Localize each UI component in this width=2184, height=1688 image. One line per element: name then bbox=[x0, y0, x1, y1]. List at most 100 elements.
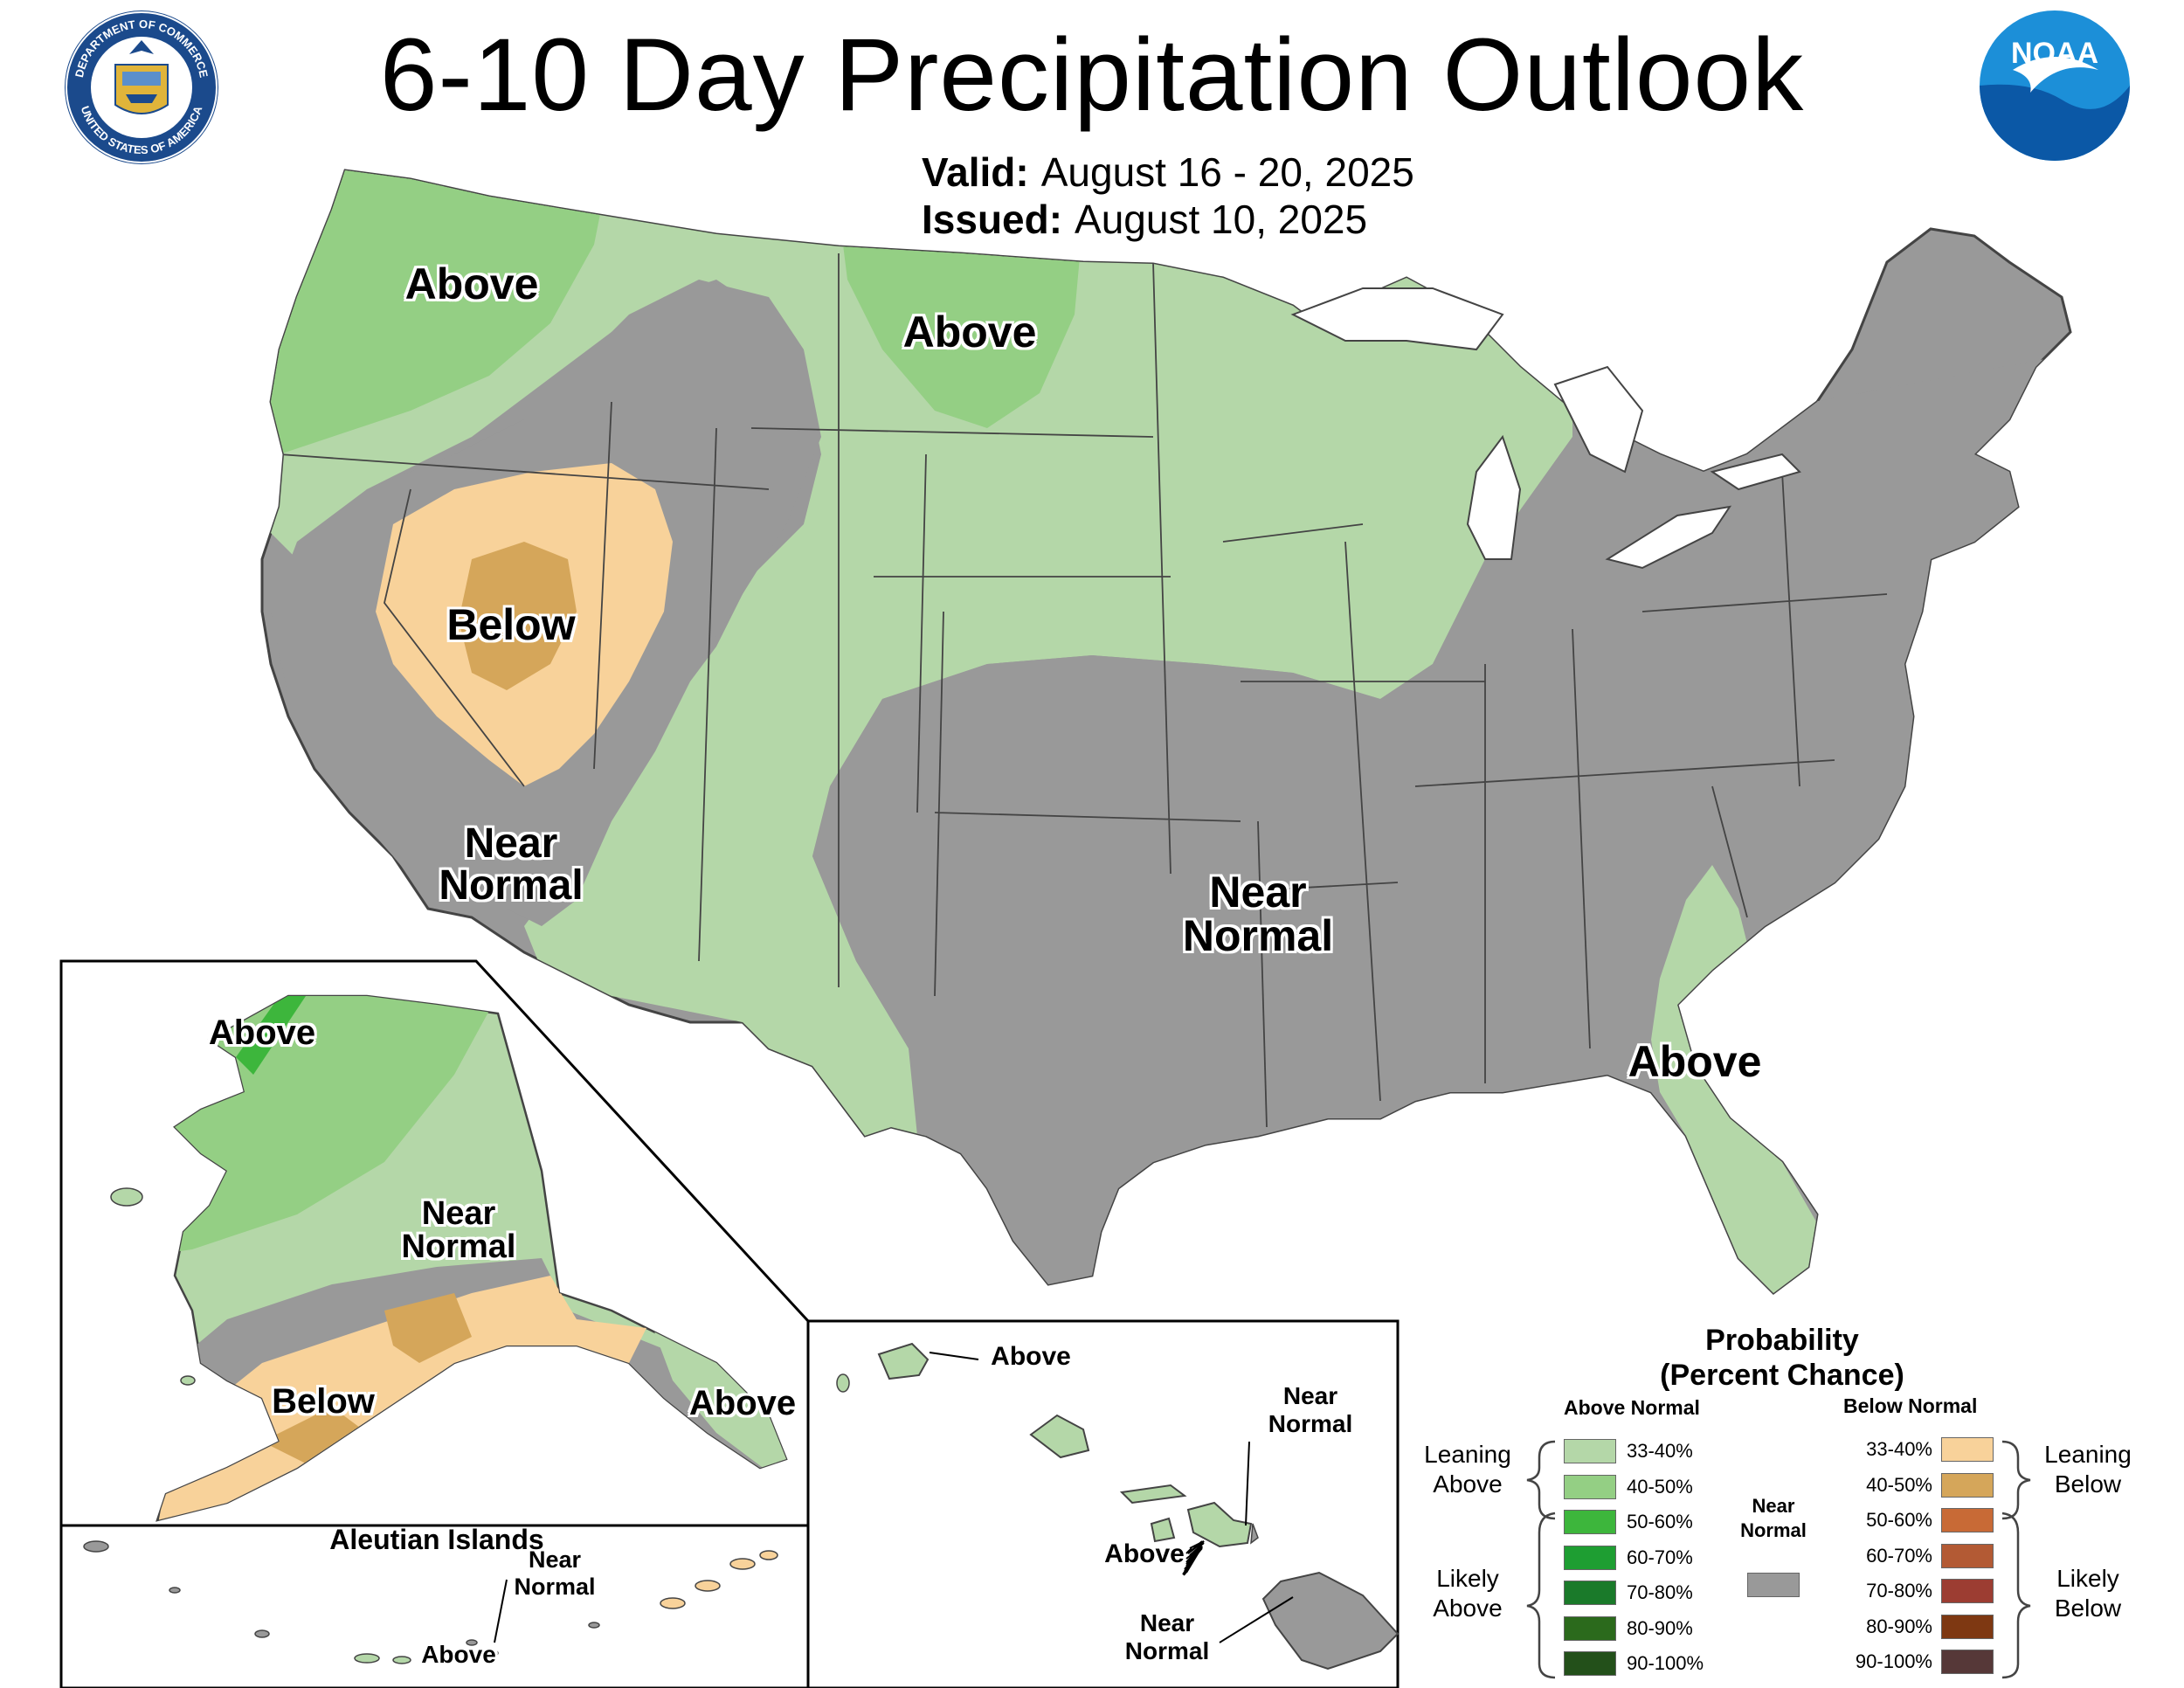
issued-value: August 10, 2025 bbox=[1075, 197, 1368, 242]
legend-above-swatch-70-80 bbox=[1564, 1581, 1616, 1605]
alaska-panhandle-above bbox=[646, 1311, 786, 1485]
label-aleutians-near-normal-line2: Normal bbox=[514, 1574, 596, 1601]
legend-near-normal: Near Normal bbox=[1717, 1494, 1830, 1543]
legend-leaning-below-line2: Below bbox=[2054, 1470, 2122, 1498]
valid-value: August 16 - 20, 2025 bbox=[1040, 149, 1414, 195]
label-aleutians-above: Above bbox=[421, 1641, 496, 1668]
noaa-logo: NOAA bbox=[1980, 10, 2130, 161]
leaning-above-north-central bbox=[262, 170, 1572, 1136]
label-hawaii-near-normal-big-island: Near Normal bbox=[1106, 1609, 1228, 1665]
issued-date: Issued: August 10, 2025 bbox=[922, 196, 1367, 243]
label-near-normal-central: Near Normal bbox=[1158, 870, 1358, 958]
label-hawaii-near-normal-maui: Near Normal bbox=[1249, 1382, 1372, 1438]
legend-leaning-above-line2: Above bbox=[1433, 1470, 1503, 1498]
hawaii-lanai bbox=[1150, 1517, 1176, 1543]
label-alaska-near-normal-line2: Normal bbox=[401, 1228, 516, 1265]
legend-below-swatch-50-60 bbox=[1941, 1508, 1994, 1532]
legend-below-range-label: 70-80% bbox=[1866, 1580, 1932, 1602]
lake-michigan bbox=[1466, 434, 1522, 560]
hawaii-kauai bbox=[877, 1342, 930, 1380]
label-hawaii-near-normal-big-island-line1: Near bbox=[1139, 1609, 1195, 1636]
label-near-normal-west-line2: Normal bbox=[439, 862, 584, 909]
legend-above-range-label: 80-90% bbox=[1627, 1616, 1693, 1639]
below-40-50-nevada bbox=[459, 542, 577, 690]
label-hawaii-above-kauai: Above bbox=[991, 1342, 1071, 1371]
legend-above-range-label: 70-80% bbox=[1627, 1581, 1693, 1603]
legend-above-swatch-60-70 bbox=[1564, 1545, 1616, 1570]
legend-leaning-below: Leaning Below bbox=[2018, 1440, 2158, 1499]
alaska-above-50-60 bbox=[236, 996, 306, 1075]
label-above-northern-plains: Above bbox=[902, 308, 1037, 356]
hawaii-niihau bbox=[836, 1373, 850, 1393]
label-alaska-above-north: Above bbox=[208, 1013, 316, 1052]
legend-above-swatch-80-90 bbox=[1564, 1615, 1616, 1641]
legend-below-header: Below Normal bbox=[1843, 1394, 1978, 1417]
legend-above-swatch-40-50 bbox=[1564, 1474, 1616, 1499]
label-hawaii-near-normal-big-island-line2: Normal bbox=[1124, 1637, 1210, 1665]
page-title: 6-10 Day Precipitation Outlook bbox=[379, 17, 1805, 133]
legend-leaning-above-line1: Leaning bbox=[1424, 1441, 1511, 1468]
legend-above-range-label: 90-100% bbox=[1627, 1652, 1704, 1674]
legend-near-normal-line1: Near bbox=[1752, 1495, 1795, 1517]
legend-below-swatch-80-90 bbox=[1941, 1614, 1994, 1639]
alaska-above-40-50 bbox=[157, 996, 507, 1258]
label-alaska-below: Below bbox=[272, 1382, 375, 1421]
label-hawaii-above-oahu: Above bbox=[1104, 1539, 1185, 1568]
hawaii-oahu bbox=[1029, 1414, 1090, 1459]
label-near-normal-central-line2: Normal bbox=[1182, 911, 1334, 960]
lake-huron bbox=[1553, 365, 1644, 474]
hawaii-maui bbox=[1186, 1501, 1253, 1548]
legend-below-range-label: 60-70% bbox=[1866, 1544, 1932, 1567]
legend-likely-below: Likely Below bbox=[2018, 1564, 2158, 1623]
legend-leaning-below-line1: Leaning bbox=[2044, 1441, 2132, 1468]
aleutian-islands-title: Aleutian Islands bbox=[329, 1524, 544, 1555]
lake-ontario bbox=[1710, 453, 1801, 491]
label-above-southeast: Above bbox=[1628, 1037, 1762, 1086]
above-40-50-northwest bbox=[262, 170, 612, 454]
legend-above-swatch-33-40 bbox=[1564, 1439, 1616, 1463]
legend-above-range-label: 50-60% bbox=[1627, 1511, 1693, 1532]
lake-erie bbox=[1605, 505, 1732, 570]
legend-below-swatch-70-80 bbox=[1941, 1579, 1994, 1603]
label-alaska-above-panhandle: Above bbox=[688, 1384, 797, 1422]
label-hawaii-near-normal-maui-line2: Normal bbox=[1268, 1410, 1353, 1438]
legend-above-range-label: 40-50% bbox=[1627, 1475, 1693, 1498]
legend-below-range-label: 90-100% bbox=[1855, 1650, 1932, 1672]
legend-below-range-label: 40-50% bbox=[1866, 1473, 1932, 1496]
legend-below-range-label: 80-90% bbox=[1866, 1615, 1932, 1637]
label-below-great-basin: Below bbox=[446, 600, 576, 649]
legend-likely-above-line2: Above bbox=[1433, 1595, 1503, 1622]
legend-below-range-label: 33-40% bbox=[1866, 1438, 1932, 1460]
alaska-leaning-below bbox=[157, 1276, 646, 1520]
hawaii-molokai bbox=[1119, 1484, 1187, 1505]
legend-likely-above-line1: Likely bbox=[1436, 1565, 1499, 1592]
label-aleutians-near-normal: Near Normal bbox=[489, 1546, 620, 1601]
legend-below-swatch-40-50 bbox=[1941, 1472, 1994, 1498]
valid-label: Valid: bbox=[922, 149, 1029, 195]
legend-below-range-label: 50-60% bbox=[1866, 1509, 1932, 1531]
legend-likely-below-line1: Likely bbox=[2056, 1565, 2119, 1592]
alaska-below-40-50 bbox=[262, 1293, 472, 1468]
label-near-normal-west: Near Normal bbox=[411, 823, 612, 907]
lake-superior bbox=[1290, 287, 1504, 351]
legend-near-normal-swatch bbox=[1747, 1573, 1800, 1597]
noaa-logo-text: NOAA bbox=[2011, 37, 2098, 70]
legend-likely-above: Likely Above bbox=[1398, 1564, 1538, 1623]
legend-below-swatch-90-100 bbox=[1941, 1650, 1994, 1674]
label-alaska-near-normal-line1: Near bbox=[421, 1195, 496, 1232]
legend-likely-below-line2: Below bbox=[2054, 1595, 2122, 1622]
issued-label: Issued: bbox=[922, 197, 1063, 242]
label-above-northwest: Above bbox=[404, 259, 539, 308]
legend-above-header: Above Normal bbox=[1564, 1396, 1700, 1419]
label-near-normal-west-line1: Near bbox=[464, 820, 558, 867]
legend-above-range-label: 33-40% bbox=[1627, 1440, 1693, 1462]
legend-title-line2: (Percent Chance) bbox=[1660, 1359, 1904, 1392]
commerce-seal-logo: DEPARTMENT OF COMMERCE UNITED STATES OF … bbox=[65, 10, 218, 164]
valid-dates: Valid: August 16 - 20, 2025 bbox=[922, 149, 1414, 196]
legend-leaning-above: Leaning Above bbox=[1398, 1440, 1538, 1499]
legend-near-normal-line2: Normal bbox=[1740, 1519, 1807, 1541]
